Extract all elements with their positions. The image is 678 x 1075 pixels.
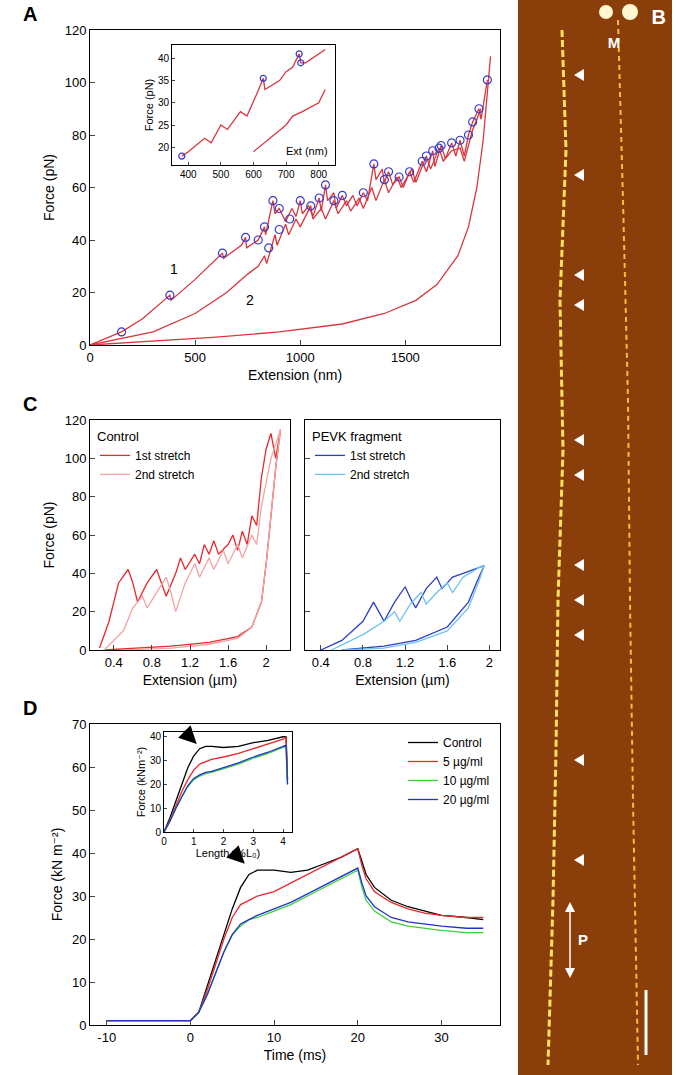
svg-text:60: 60 <box>72 528 86 543</box>
svg-text:20: 20 <box>351 1030 365 1045</box>
svg-text:30: 30 <box>150 755 162 766</box>
svg-text:M: M <box>608 34 621 51</box>
svg-text:0.4: 0.4 <box>105 655 123 670</box>
svg-text:B: B <box>652 6 666 28</box>
svg-text:Extension (µm): Extension (µm) <box>143 672 237 688</box>
svg-text:Control: Control <box>97 429 139 444</box>
svg-text:70: 70 <box>72 717 86 732</box>
svg-text:10: 10 <box>267 1030 281 1045</box>
svg-text:500: 500 <box>213 169 230 180</box>
svg-text:40: 40 <box>72 846 86 861</box>
svg-text:1.6: 1.6 <box>438 655 456 670</box>
svg-text:20: 20 <box>150 779 162 790</box>
svg-text:0: 0 <box>79 643 86 658</box>
svg-text:1: 1 <box>170 261 178 277</box>
svg-text:PEVK fragment: PEVK fragment <box>312 429 402 444</box>
svg-text:0: 0 <box>187 1030 194 1045</box>
svg-text:Force (kNm⁻²): Force (kNm⁻²) <box>135 747 147 818</box>
svg-text:Force (pN): Force (pN) <box>143 79 155 132</box>
svg-text:0: 0 <box>86 350 93 365</box>
svg-text:2: 2 <box>246 292 254 308</box>
svg-text:0: 0 <box>79 1018 86 1033</box>
svg-text:700: 700 <box>278 169 295 180</box>
svg-text:40: 40 <box>72 233 86 248</box>
svg-text:2: 2 <box>486 655 493 670</box>
svg-text:35: 35 <box>158 75 170 86</box>
svg-text:25: 25 <box>158 120 170 131</box>
svg-text:10 µg/ml: 10 µg/ml <box>443 774 489 788</box>
svg-text:4: 4 <box>280 836 286 847</box>
svg-text:Extension (nm): Extension (nm) <box>248 367 342 383</box>
svg-text:1000: 1000 <box>286 350 315 365</box>
svg-text:20: 20 <box>72 285 86 300</box>
svg-text:1.6: 1.6 <box>219 655 237 670</box>
svg-text:-10: -10 <box>97 1030 116 1045</box>
svg-text:40: 40 <box>158 53 170 64</box>
svg-text:Ext (nm): Ext (nm) <box>286 145 328 157</box>
svg-text:2nd stretch: 2nd stretch <box>350 468 409 482</box>
svg-text:Force (pN): Force (pN) <box>41 154 57 221</box>
svg-text:800: 800 <box>310 169 327 180</box>
svg-text:60: 60 <box>72 180 86 195</box>
svg-text:10: 10 <box>72 975 86 990</box>
svg-text:1st stretch: 1st stretch <box>135 449 190 463</box>
svg-text:Extension (µm): Extension (µm) <box>355 672 449 688</box>
svg-text:100: 100 <box>65 75 87 90</box>
svg-text:600: 600 <box>245 169 262 180</box>
svg-text:Force (pN): Force (pN) <box>41 502 57 569</box>
svg-text:1st stretch: 1st stretch <box>350 449 405 463</box>
svg-text:20: 20 <box>158 142 170 153</box>
svg-text:500: 500 <box>184 350 206 365</box>
svg-text:40: 40 <box>150 731 162 742</box>
svg-text:20: 20 <box>72 932 86 947</box>
svg-text:A: A <box>23 3 37 25</box>
svg-text:30: 30 <box>434 1030 448 1045</box>
svg-text:1: 1 <box>191 836 197 847</box>
svg-text:30: 30 <box>158 97 170 108</box>
svg-text:80: 80 <box>72 489 86 504</box>
svg-text:1.2: 1.2 <box>181 655 199 670</box>
svg-text:30: 30 <box>72 889 86 904</box>
svg-text:Time (ms): Time (ms) <box>264 1047 326 1063</box>
svg-text:10: 10 <box>150 803 162 814</box>
svg-text:0: 0 <box>79 338 86 353</box>
svg-text:0: 0 <box>161 836 167 847</box>
svg-text:D: D <box>23 697 37 719</box>
svg-text:80: 80 <box>72 128 86 143</box>
svg-text:P: P <box>578 931 588 948</box>
svg-text:20 µg/ml: 20 µg/ml <box>443 793 489 807</box>
svg-text:1.2: 1.2 <box>396 655 414 670</box>
svg-text:2: 2 <box>263 655 270 670</box>
svg-text:40: 40 <box>72 566 86 581</box>
svg-text:2: 2 <box>221 836 227 847</box>
svg-text:1500: 1500 <box>391 350 420 365</box>
svg-text:400: 400 <box>180 169 197 180</box>
svg-text:C: C <box>23 393 37 415</box>
svg-text:60: 60 <box>72 760 86 775</box>
svg-text:50: 50 <box>72 803 86 818</box>
svg-text:Force (kN m⁻²): Force (kN m⁻²) <box>49 828 65 922</box>
svg-text:100: 100 <box>65 451 87 466</box>
svg-text:Length (%L₀): Length (%L₀) <box>196 847 261 859</box>
svg-text:0.8: 0.8 <box>143 655 161 670</box>
svg-text:0.4: 0.4 <box>312 655 330 670</box>
svg-text:0: 0 <box>155 827 161 838</box>
svg-text:2nd stretch: 2nd stretch <box>135 468 194 482</box>
svg-text:0.8: 0.8 <box>354 655 372 670</box>
svg-text:120: 120 <box>65 23 87 38</box>
svg-text:5 µg/ml: 5 µg/ml <box>443 755 483 769</box>
svg-text:Control: Control <box>443 736 482 750</box>
svg-text:3: 3 <box>251 836 257 847</box>
svg-text:20: 20 <box>72 604 86 619</box>
svg-text:120: 120 <box>65 413 87 428</box>
